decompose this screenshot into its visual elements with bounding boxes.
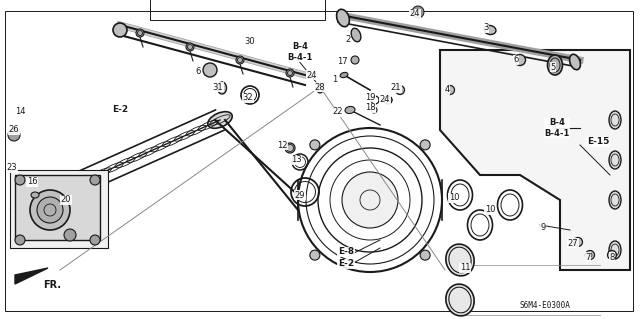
Text: 4: 4 [444,85,450,94]
Text: E-8: E-8 [338,248,354,256]
Text: 21: 21 [391,84,401,93]
Ellipse shape [186,43,194,51]
Ellipse shape [203,63,217,77]
Text: 24: 24 [380,95,390,105]
Ellipse shape [136,29,144,37]
Ellipse shape [113,23,127,37]
Text: 17: 17 [337,57,348,66]
Circle shape [15,175,25,185]
Text: 28: 28 [315,83,325,92]
Ellipse shape [384,96,392,104]
Ellipse shape [396,85,404,94]
Text: 13: 13 [291,155,301,165]
Text: 6: 6 [513,56,518,64]
Text: 30: 30 [244,38,255,47]
Circle shape [37,197,63,223]
Ellipse shape [218,82,227,94]
Text: 10: 10 [484,205,495,214]
Text: B-4
B-4-1: B-4 B-4-1 [287,42,313,62]
Ellipse shape [609,191,621,209]
Circle shape [342,172,398,228]
Circle shape [90,235,100,245]
Ellipse shape [607,250,616,259]
Text: 24: 24 [410,10,420,19]
Text: S6M4-E0300A: S6M4-E0300A [520,301,571,310]
Text: E-15: E-15 [587,137,609,146]
Text: 18: 18 [365,103,375,113]
Ellipse shape [570,54,580,70]
Ellipse shape [317,83,323,93]
Circle shape [64,229,76,241]
Text: 22: 22 [333,108,343,116]
Ellipse shape [345,107,355,114]
Ellipse shape [609,111,621,129]
Text: E-2: E-2 [112,106,128,115]
Text: 29: 29 [295,190,305,199]
Text: 27: 27 [568,239,579,248]
Ellipse shape [609,241,621,259]
Ellipse shape [446,244,474,276]
Circle shape [8,129,20,141]
Circle shape [412,6,424,18]
Bar [150,0,325,20]
Text: 14: 14 [15,108,25,116]
Ellipse shape [340,72,348,78]
Ellipse shape [413,7,423,17]
Ellipse shape [445,85,454,94]
Ellipse shape [31,192,39,198]
Text: 7: 7 [586,253,591,262]
Circle shape [420,140,430,150]
Text: E-2: E-2 [338,259,354,269]
Text: 12: 12 [276,140,287,150]
Circle shape [310,140,320,150]
Ellipse shape [586,250,595,259]
Ellipse shape [609,151,621,169]
Text: B-4
B-4-1: B-4 B-4-1 [544,118,570,138]
Ellipse shape [573,238,582,247]
Circle shape [15,235,25,245]
Ellipse shape [446,284,474,316]
Ellipse shape [547,55,563,75]
Text: 20: 20 [61,196,71,204]
Text: 19: 19 [365,93,375,101]
Ellipse shape [208,112,232,128]
Text: 3: 3 [483,24,489,33]
Text: 2: 2 [346,35,351,44]
Text: 24: 24 [307,70,317,79]
Ellipse shape [286,69,294,77]
Text: 5: 5 [550,63,556,71]
Ellipse shape [351,28,361,42]
Polygon shape [15,175,100,240]
Ellipse shape [484,26,496,34]
Polygon shape [440,50,630,270]
Ellipse shape [351,56,359,64]
Text: 9: 9 [540,224,546,233]
Bar [10,170,108,248]
Ellipse shape [285,143,295,153]
Ellipse shape [337,9,349,27]
Text: FR.: FR. [43,280,61,290]
Ellipse shape [11,189,49,221]
Text: 10: 10 [449,194,460,203]
Polygon shape [15,268,48,284]
Circle shape [420,250,430,260]
Text: 6: 6 [195,68,201,77]
Text: 1: 1 [332,76,338,85]
Circle shape [310,250,320,260]
Text: 31: 31 [212,83,223,92]
Circle shape [90,175,100,185]
Ellipse shape [515,55,525,65]
Text: 32: 32 [243,93,253,102]
Ellipse shape [236,56,244,64]
Text: 23: 23 [6,164,17,173]
Text: 11: 11 [460,263,470,272]
Circle shape [30,190,70,230]
Text: 26: 26 [9,125,19,135]
Text: 8: 8 [609,253,614,262]
Text: 16: 16 [27,177,37,187]
